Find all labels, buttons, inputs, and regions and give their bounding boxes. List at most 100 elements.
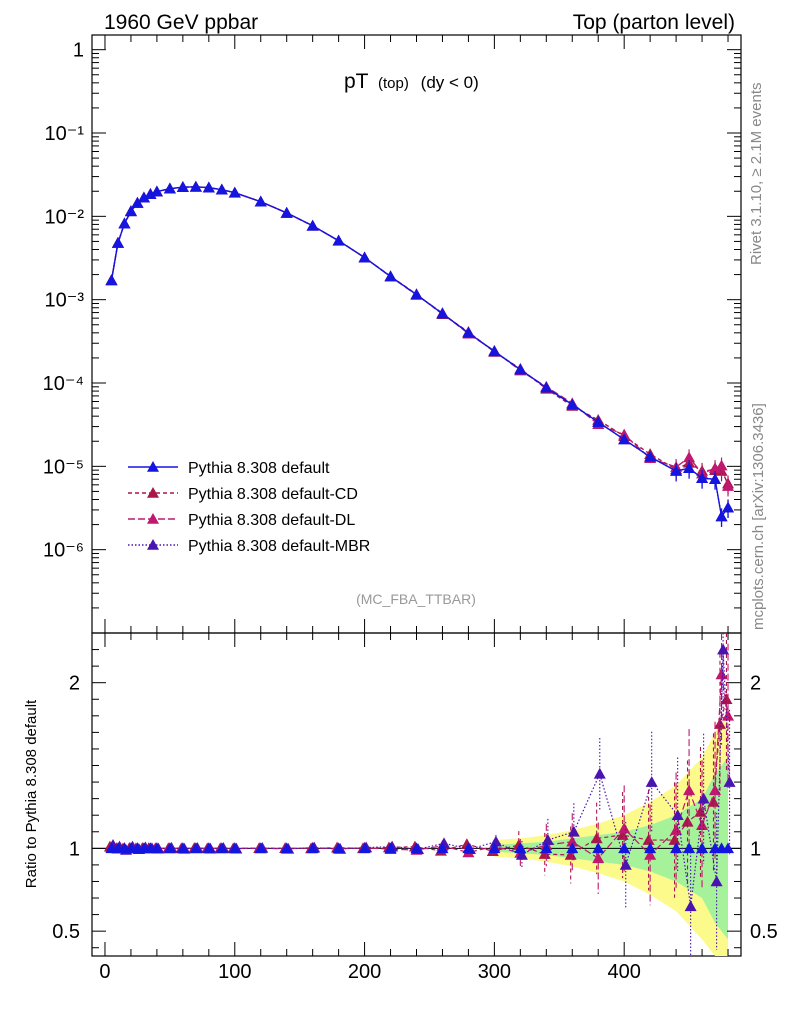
ratio-data-point: [722, 709, 735, 721]
ratio-data-point: [645, 776, 658, 787]
main-data-point: [118, 217, 131, 229]
ratio-data-point: [462, 842, 475, 854]
ratio-data-point: [515, 848, 528, 860]
ratio-y-axis-label: Ratio to Pythia 8.308 default: [23, 699, 40, 888]
main-data-point: [618, 433, 631, 445]
main-data-point: [189, 180, 202, 192]
ratio-data-point: [202, 842, 215, 854]
ratio-data-point: [618, 822, 631, 834]
ratio-y-tick-label-right: 1: [750, 838, 761, 860]
ratio-data-point: [488, 842, 501, 854]
main-data-point: [715, 510, 728, 522]
ratio-data-point: [722, 842, 735, 854]
ratio-data-point: [713, 718, 726, 729]
ratio-data-point: [150, 842, 163, 854]
main-data-point: [280, 206, 293, 218]
legend-marker: [147, 487, 159, 498]
x-axis: 0 100 200 300 400: [99, 35, 729, 983]
main-y-axis: 1 10⁻¹ 10⁻² 10⁻³ 10⁻⁴ 10⁻⁵ 10⁻⁶: [43, 40, 741, 634]
ratio-series-line: [112, 649, 731, 907]
ratio-data-point: [619, 858, 632, 870]
ratio-data-point: [644, 848, 657, 860]
mcplots-label: mcplots.cern.ch [arXiv:1306.3436]: [750, 403, 767, 630]
ratio-series-2: [107, 633, 736, 956]
ratio-data-point: [163, 842, 176, 854]
main-data-point: [105, 274, 118, 286]
ratio-data-point: [228, 842, 241, 854]
ratio-data-point: [642, 834, 655, 845]
main-series-line: [110, 186, 729, 484]
main-data-point: [722, 501, 735, 513]
main-data-point: [228, 186, 241, 198]
ratio-data-point: [176, 842, 189, 854]
ratio-data-point: [697, 792, 710, 804]
ratio-data-point: [332, 842, 345, 854]
ratio-data-point: [709, 784, 722, 796]
main-data-point: [436, 307, 449, 319]
main-y-tick-label: 10⁻³: [45, 290, 85, 312]
main-data-point: [722, 480, 735, 491]
ratio-data-point: [644, 842, 657, 854]
main-data-point: [150, 185, 163, 197]
ratio-data-point: [618, 842, 631, 854]
main-data-point: [715, 459, 728, 471]
ratio-data-point: [683, 842, 696, 854]
ratio-y-tick-label-left: 2: [69, 673, 80, 695]
ratio-data-point: [696, 842, 709, 854]
main-series-0: [105, 180, 735, 527]
energy-label: 1960 GeV ppbar: [104, 11, 258, 34]
ratio-data-point: [280, 842, 293, 854]
ratio-data-point: [590, 832, 603, 844]
x-tick-label: 200: [348, 961, 381, 983]
main-data-point: [111, 236, 124, 248]
ratio-data-point: [670, 824, 683, 835]
main-series-layer: [105, 180, 735, 527]
ratio-data-point: [436, 842, 449, 854]
ratio-data-point: [540, 842, 553, 854]
ratio-data-point: [592, 842, 605, 854]
main-data-point: [332, 234, 345, 246]
ratio-data-point: [720, 693, 733, 705]
main-data-point: [131, 196, 144, 208]
legend-marker: [147, 539, 159, 550]
ratio-y-tick-label-left: 0.5: [52, 921, 80, 943]
x-tick-label: 100: [218, 961, 251, 983]
ratio-data-point: [696, 819, 709, 830]
main-data-point: [176, 181, 189, 192]
ratio-data-point: [566, 835, 579, 847]
x-tick-label: 0: [99, 961, 110, 983]
ratio-data-point: [566, 842, 579, 854]
ratio-y-axis: 0.5 0.5 1 1 2 2: [52, 632, 778, 949]
main-data-point: [410, 288, 423, 300]
ratio-data-point: [358, 842, 371, 854]
title-main: pT: [344, 70, 369, 93]
rivet-version-label: Rivet 3.1.10, ≥ 2.1M events: [748, 83, 765, 266]
ratio-data-point: [514, 842, 527, 854]
ratio-data-point: [538, 848, 551, 859]
ratio-data-point: [254, 842, 267, 854]
ratio-data-point: [541, 834, 554, 845]
main-data-point: [566, 398, 579, 410]
legend-label: Pythia 8.308 default-MBR: [188, 538, 370, 555]
ratio-data-point: [717, 643, 730, 655]
analysis-id: (MC_FBA_TTBAR): [356, 591, 476, 607]
main-series-1: [105, 180, 735, 495]
legend-marker: [147, 513, 159, 524]
ratio-data-point: [671, 809, 684, 821]
main-data-point: [384, 270, 397, 282]
main-y-tick-label: 10⁻¹: [45, 123, 85, 145]
ratio-data-point: [410, 842, 423, 854]
ratio-series-line: [111, 674, 729, 860]
main-data-point: [670, 464, 683, 476]
ratio-data-point: [306, 842, 319, 854]
ratio-data-point: [189, 842, 202, 854]
main-data-point: [306, 219, 319, 231]
legend-marker: [147, 461, 159, 472]
main-data-point: [358, 251, 371, 263]
ratio-series-default: [105, 842, 735, 854]
ratio-data-point: [684, 900, 697, 912]
ratio-y-tick-label-right: 0.5: [750, 921, 778, 943]
main-data-point: [592, 416, 605, 427]
ratio-data-point: [715, 668, 728, 680]
main-data-point: [215, 183, 228, 195]
